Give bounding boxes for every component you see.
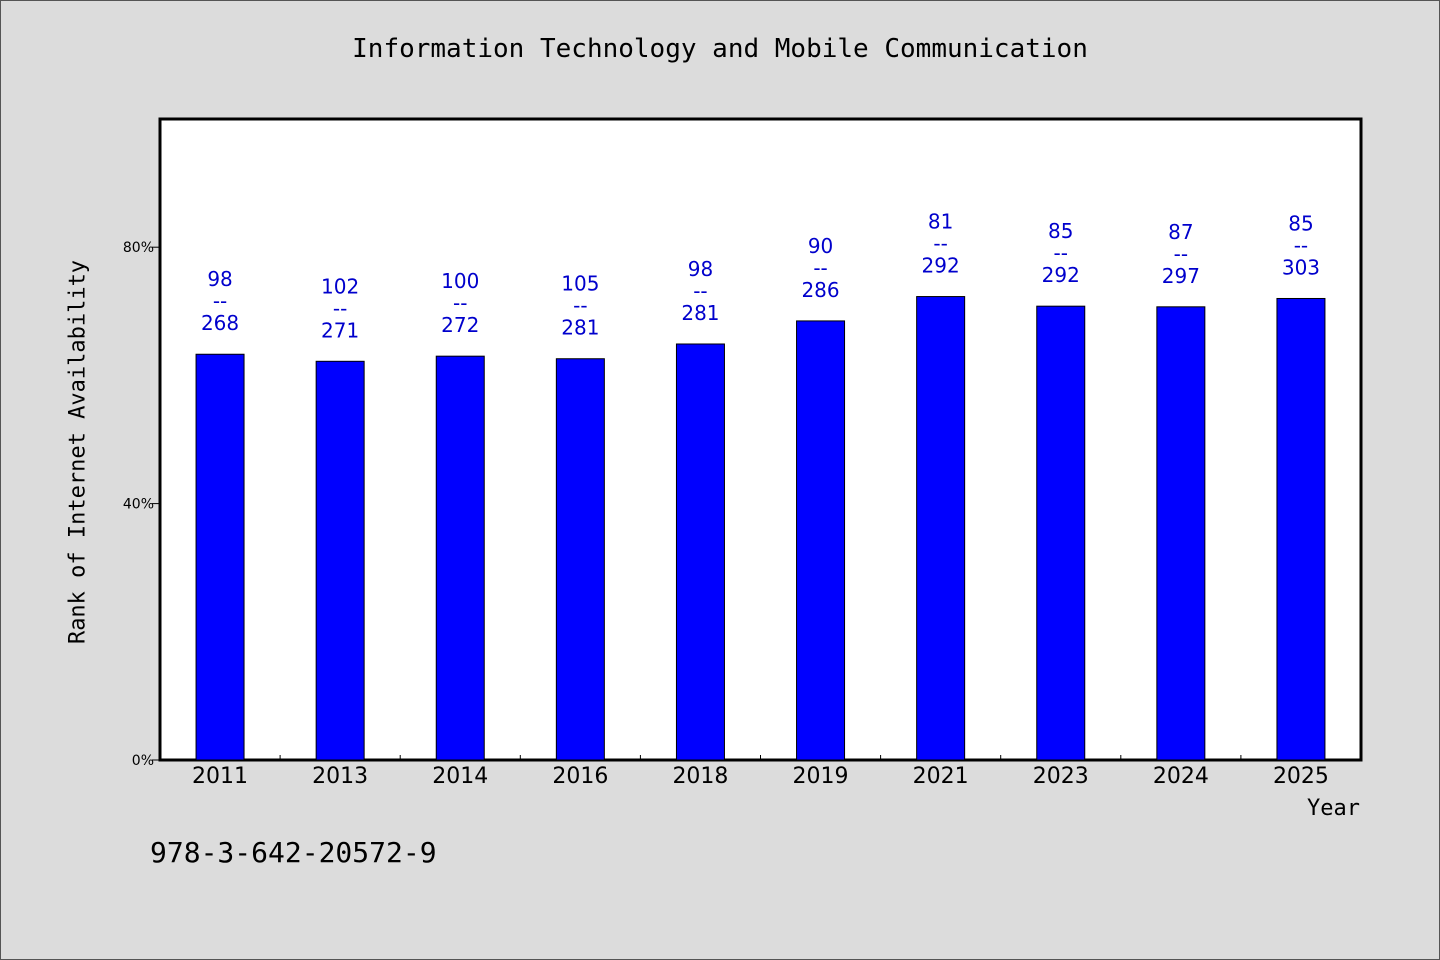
- data-label-separator: --: [813, 256, 827, 280]
- bar: [435, 355, 485, 761]
- data-label-separator: --: [1054, 241, 1068, 265]
- data-label-bottom: 286: [801, 278, 839, 302]
- data-label-top: 100: [441, 269, 479, 293]
- y-tick-label: 80%: [123, 240, 154, 256]
- data-label-bottom: 303: [1282, 255, 1320, 279]
- bar: [675, 343, 725, 761]
- x-tick-label: 2019: [793, 764, 849, 789]
- x-tick-label: 2021: [913, 764, 969, 789]
- bar: [1036, 305, 1086, 761]
- data-label-bottom: 272: [441, 313, 479, 337]
- data-label-top: 98: [688, 257, 713, 281]
- data-label-bottom: 292: [922, 254, 960, 278]
- data-label-top: 105: [561, 272, 599, 296]
- data-label-separator: --: [1174, 242, 1188, 266]
- x-tick-label: 2016: [552, 764, 608, 789]
- bar: [1156, 306, 1206, 761]
- data-label-separator: --: [933, 232, 947, 256]
- data-label-bottom: 297: [1162, 264, 1200, 288]
- x-tick-label: 2013: [312, 764, 368, 789]
- x-tick-label: 2024: [1153, 764, 1209, 789]
- x-axis: 2011 2013 2014 2016 2018 2019 2021 2023 2024 2025: [192, 755, 1329, 789]
- x-tick-label: 2018: [672, 764, 728, 789]
- bar: [916, 296, 966, 761]
- bar: [796, 320, 846, 761]
- x-tick-label: 2011: [192, 764, 248, 789]
- bars-group: [195, 296, 1326, 761]
- bar: [1276, 297, 1326, 761]
- x-tick-label: 2023: [1033, 764, 1089, 789]
- bar: [315, 360, 365, 761]
- data-label-separator: --: [213, 289, 227, 313]
- data-label-bottom: 268: [201, 311, 239, 335]
- data-label-bottom: 281: [561, 316, 599, 340]
- data-label-bottom: 292: [1042, 263, 1080, 287]
- data-label-separator: --: [693, 279, 707, 303]
- data-label-separator: --: [453, 291, 467, 315]
- data-label-top: 81: [928, 210, 953, 234]
- data-label-separator: --: [573, 294, 587, 318]
- data-labels-group: 98--268102--271100--272105--28198--28190…: [201, 210, 1320, 343]
- data-label-top: 87: [1168, 220, 1193, 244]
- y-tick-label: 40%: [123, 497, 154, 513]
- x-tick-label: 2025: [1273, 764, 1329, 789]
- data-label-top: 85: [1048, 219, 1073, 243]
- chart-title: Information Technology and Mobile Commun…: [352, 34, 1088, 64]
- bar: [195, 353, 245, 761]
- bar: [555, 358, 605, 761]
- data-label-bottom: 281: [681, 301, 719, 325]
- isbn-footer: 978-3-642-20572-9: [150, 836, 437, 869]
- data-label-top: 90: [808, 234, 833, 258]
- y-axis: 0% 40% 80%: [123, 240, 160, 769]
- data-label-separator: --: [333, 296, 347, 320]
- data-label-bottom: 271: [321, 318, 359, 342]
- data-label-top: 85: [1288, 211, 1313, 235]
- x-axis-label: Year: [1307, 796, 1360, 821]
- y-tick-label: 0%: [132, 753, 154, 769]
- data-label-separator: --: [1294, 233, 1308, 257]
- x-tick-label: 2014: [432, 764, 488, 789]
- data-label-top: 98: [207, 267, 232, 291]
- data-label-top: 102: [321, 274, 359, 298]
